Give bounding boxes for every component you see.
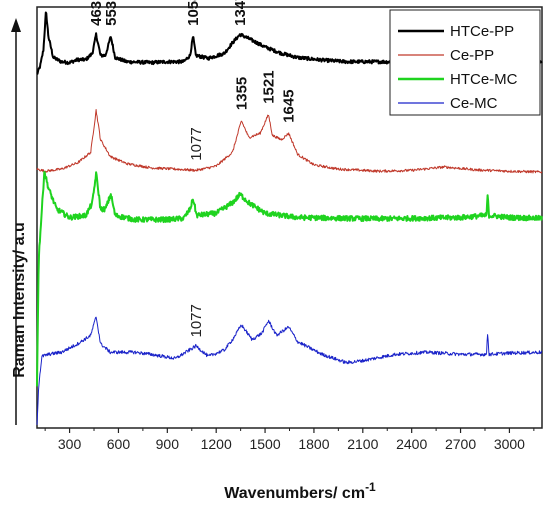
x-axis-title-superscript: -1 xyxy=(365,480,376,494)
x-tick-label: 600 xyxy=(107,436,131,452)
series-line-ce-mc xyxy=(36,316,543,425)
legend-box xyxy=(389,9,541,116)
x-tick-label: 3000 xyxy=(494,436,525,452)
y-axis-arrowhead xyxy=(11,18,21,32)
peak-label: 463 xyxy=(88,1,105,26)
peak-label: 553 xyxy=(103,1,120,26)
series-line-ce-pp xyxy=(36,109,543,174)
legend-label: Ce-PP xyxy=(450,47,494,64)
x-tick-label: 2100 xyxy=(347,436,378,452)
peak-label: 1645 xyxy=(281,89,298,122)
x-tick-label: 1500 xyxy=(249,436,280,452)
peak-label: 1077 xyxy=(188,127,205,160)
x-ticks: 300 600 900 1200 1500 1800 2100 2400 2700 3000 xyxy=(44,428,535,452)
peak-label: 1347 xyxy=(232,0,249,26)
series-line-htce-mc xyxy=(36,170,543,387)
x-axis-title-main: Wavenumbers/ cm xyxy=(224,485,365,502)
x-tick-label: 1800 xyxy=(298,436,329,452)
x-tick-label: 1200 xyxy=(201,436,232,452)
legend-label: HTCe-PP xyxy=(450,23,514,40)
peak-label: 1077 xyxy=(188,304,205,337)
x-tick-label: 2700 xyxy=(445,436,476,452)
x-tick-label: 300 xyxy=(58,436,82,452)
peak-label: 1355 xyxy=(233,77,250,110)
legend-label: Ce-MC xyxy=(450,95,498,112)
legend-label: HTCe-MC xyxy=(450,71,518,88)
legend: HTCe-PP Ce-PP HTCe-MC Ce-MC xyxy=(389,9,541,116)
peak-label: 1521 xyxy=(261,70,278,103)
y-axis-title: Raman Intensity/ a.u xyxy=(11,222,28,378)
x-tick-label: 900 xyxy=(156,436,180,452)
x-axis-title: Wavenumbers/ cm-1 xyxy=(224,480,376,502)
x-tick-label: 2400 xyxy=(396,436,427,452)
peak-label: 1058 xyxy=(185,0,202,26)
